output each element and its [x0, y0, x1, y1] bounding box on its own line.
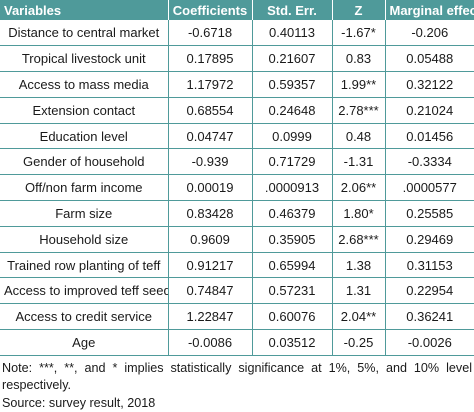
- marginal-effect-cell: 0.29469: [385, 226, 474, 253]
- coefficient-cell: 0.9609: [168, 226, 253, 253]
- z-cell: 2.78***: [332, 97, 386, 124]
- table-row: Education level 0.04747 0.0999 0.48 0.01456: [0, 123, 474, 150]
- table-row: Off/non farm income 0.00019.0000913 2.06**…: [0, 174, 474, 202]
- marginal-effect-cell: 0.21024: [385, 97, 474, 124]
- std-err-cell: 0.65994: [252, 252, 333, 279]
- source-note: Source: survey result, 2018: [2, 395, 156, 410]
- std-err-cell: 0.35905: [252, 226, 333, 253]
- variable-cell: Trained row planting of teff: [0, 252, 169, 279]
- marginal-effect-cell: 0.31153: [385, 252, 474, 279]
- z-cell: 1.80*: [332, 200, 386, 227]
- z-cell: 2.06**: [332, 174, 386, 202]
- variable-cell: Education level: [0, 123, 169, 150]
- variable-cell: Distance to central market: [0, 20, 169, 47]
- std-err-cell: 0.03512: [252, 329, 333, 356]
- z-cell: -1.31: [332, 148, 386, 176]
- table-notes: Note: ***, **, and * implies statistical…: [0, 356, 474, 412]
- header-marginal-effect: Marginal effect: [389, 2, 474, 18]
- z-cell: 1.38: [332, 252, 386, 279]
- coefficient-cell: 0.68554: [168, 97, 253, 124]
- coefficient-cell: 0.00019: [168, 174, 253, 202]
- marginal-effect-cell: .0000577: [385, 174, 474, 202]
- table-header: Variables Coefficients Std. Err. Z Margi…: [0, 0, 474, 20]
- variable-cell: Access to credit service: [0, 303, 169, 331]
- coefficient-cell: 0.83428: [168, 200, 253, 227]
- variable-cell: Access to improved teff seed: [0, 277, 169, 305]
- coefficient-cell: 1.17972: [168, 71, 253, 98]
- coefficient-cell: 1.22847: [168, 303, 253, 331]
- variable-cell: Farm size: [0, 200, 169, 227]
- std-err-cell: 0.59357: [252, 71, 333, 98]
- variable-cell: Age: [0, 329, 169, 356]
- significance-note: Note: ***, **, and * implies statistical…: [2, 360, 472, 393]
- std-err-cell: 0.0999: [252, 123, 333, 150]
- regression-results-table: Variables Coefficients Std. Err. Z Margi…: [0, 0, 474, 356]
- variable-cell: Tropical livestock unit: [0, 45, 169, 73]
- std-err-cell: .0000913: [252, 174, 333, 202]
- z-cell: 0.83: [332, 45, 386, 73]
- std-err-cell: 0.46379: [252, 200, 333, 227]
- coefficient-cell: -0.939: [168, 148, 253, 176]
- header-z: Z: [332, 0, 386, 20]
- marginal-effect-cell: 0.32122: [385, 71, 474, 98]
- header-coefficients: Coefficients: [168, 0, 253, 20]
- variable-cell: Gender of household: [0, 148, 169, 176]
- table-row: Household size 0.9609 0.35905 2.68*** 0.2946…: [0, 226, 474, 253]
- coefficient-cell: 0.17895: [168, 45, 253, 73]
- z-cell: -1.67*: [332, 20, 386, 47]
- z-cell: -0.25: [332, 329, 386, 356]
- coefficient-cell: -0.6718: [168, 20, 253, 47]
- std-err-cell: 0.21607: [252, 45, 333, 73]
- table-row: Distance to central market -0.6718 0.40113…: [0, 20, 474, 47]
- header-row: Variables Coefficients Std. Err. Z Margi…: [0, 0, 474, 20]
- marginal-effect-cell: -0.0026: [385, 329, 474, 356]
- table-row: Trained row planting of teff 0.91217 0.659…: [0, 252, 474, 279]
- marginal-effect-cell: 0.01456: [385, 123, 474, 150]
- marginal-effect-cell: 0.25585: [385, 200, 474, 227]
- coefficient-cell: 0.91217: [168, 252, 253, 279]
- coefficient-cell: -0.0086: [168, 329, 253, 356]
- table-row: Farm size 0.83428 0.46379 1.80* 0.25585: [0, 200, 474, 227]
- marginal-effect-cell: 0.05488: [385, 45, 474, 73]
- marginal-effect-cell: 0.22954: [385, 277, 474, 305]
- marginal-effect-cell: -0.206: [385, 20, 474, 47]
- std-err-cell: 0.24648: [252, 97, 333, 124]
- z-cell: 1.31: [332, 277, 386, 305]
- variable-cell: Access to mass media: [0, 71, 169, 98]
- table-row: Gender of household -0.939 0.71729 -1.31 -0.…: [0, 148, 474, 176]
- z-cell: 0.48: [332, 123, 386, 150]
- std-err-cell: 0.71729: [252, 148, 333, 176]
- marginal-effect-cell: -0.3334: [385, 148, 474, 176]
- std-err-cell: 0.57231: [252, 277, 333, 305]
- z-cell: 2.68***: [332, 226, 386, 253]
- table-row: Access to improved teff seed 0.74847 0.572…: [0, 277, 474, 305]
- z-cell: 2.04**: [332, 303, 386, 331]
- coefficient-cell: 0.04747: [168, 123, 253, 150]
- header-std-err: Std. Err.: [252, 0, 333, 20]
- table-row: Age -0.0086 0.03512 -0.25 -0.0026: [0, 329, 474, 356]
- table-row: Tropical livestock unit 0.17895 0.21607 0.8…: [0, 45, 474, 73]
- table-row: Access to mass media 1.17972 0.59357 1.99**…: [0, 71, 474, 98]
- variable-cell: Off/non farm income: [0, 174, 169, 202]
- z-cell: 1.99**: [332, 71, 386, 98]
- table-row: Access to credit service 1.22847 0.60076 2.…: [0, 303, 474, 331]
- std-err-cell: 0.60076: [252, 303, 333, 331]
- coefficient-cell: 0.74847: [168, 277, 253, 305]
- table-row: Extension contact 0.68554 0.24648 2.78*** 0.…: [0, 97, 474, 124]
- header-variables: Variables: [0, 0, 169, 20]
- variable-cell: Extension contact: [0, 97, 169, 124]
- std-err-cell: 0.40113: [252, 20, 333, 47]
- table-body: Distance to central market -0.6718 0.40113…: [0, 20, 474, 356]
- variable-cell: Household size: [0, 226, 169, 253]
- marginal-effect-cell: 0.36241: [385, 303, 474, 331]
